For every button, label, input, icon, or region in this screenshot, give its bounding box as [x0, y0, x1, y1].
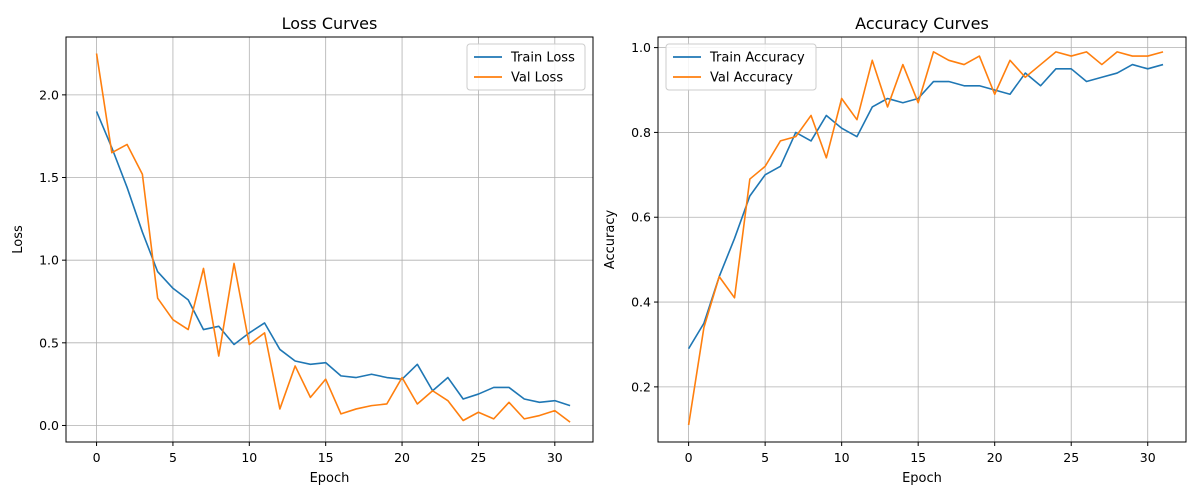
legend-box	[665, 43, 817, 91]
x-tick-label: 20	[394, 450, 410, 465]
x-axis-label: Epoch	[902, 471, 942, 486]
y-tick-label: 0.6	[631, 210, 651, 225]
loss-series-train-loss	[95, 111, 571, 407]
legend-entry-label: Train Accuracy	[709, 51, 805, 66]
y-tick-label: 1.0	[631, 40, 651, 55]
y-tick-label: 1.0	[39, 253, 59, 268]
loss-series-val-loss	[95, 53, 571, 423]
x-tick-label: 5	[761, 450, 769, 465]
x-tick-label: 15	[318, 450, 334, 465]
accuracy-chart-title: Accuracy Curves	[855, 14, 989, 33]
x-tick-label: 15	[910, 450, 926, 465]
y-tick-label: 0.8	[631, 125, 651, 140]
x-tick-label: 0	[685, 450, 693, 465]
legend-entry-label: Val Accuracy	[710, 71, 793, 86]
x-tick-label: 10	[834, 450, 850, 465]
legend-entry-label: Val Loss	[511, 71, 563, 86]
x-tick-label: 10	[241, 450, 257, 465]
y-axis-label: Loss	[11, 225, 26, 254]
y-tick-label: 0.4	[631, 295, 651, 310]
loss-legend: Train Loss Val Loss	[466, 43, 586, 91]
y-tick-label: 1.5	[39, 170, 59, 185]
accuracy-chart: 0 5 10 15 20 25 30 0.2 0.4 0.6 0.8 1.0 Accuracy Curv…	[603, 14, 1187, 486]
x-tick-label: 20	[987, 450, 1003, 465]
legend-entry-label: Train Loss	[510, 51, 575, 66]
x-axis-label: Epoch	[310, 471, 350, 486]
accuracy-series-train-accuracy	[687, 63, 1164, 350]
plot-frame	[657, 36, 1187, 443]
x-tick-label: 25	[1063, 450, 1079, 465]
loss-chart: 0 5 10 15 20 25 30 0.0 0.5 1.0 1.5 2.0 Loss Curves Ep…	[11, 14, 594, 486]
legend-box	[466, 43, 586, 91]
x-tick-label: 0	[93, 450, 101, 465]
y-tick-label: 2.0	[39, 87, 59, 102]
y-tick-label: 0.5	[39, 335, 59, 350]
accuracy-legend: Train Accuracy Val Accuracy	[665, 43, 817, 91]
y-tick-label: 0.0	[39, 418, 59, 433]
y-axis-label: Accuracy	[603, 210, 618, 270]
x-tick-label: 30	[1140, 450, 1156, 465]
x-tick-label: 25	[470, 450, 486, 465]
loss-chart-title: Loss Curves	[282, 14, 378, 33]
x-tick-label: 30	[547, 450, 563, 465]
accuracy-series-val-accuracy	[687, 51, 1164, 426]
plot-frame	[65, 36, 594, 443]
x-tick-label: 5	[169, 450, 177, 465]
y-tick-label: 0.2	[631, 379, 651, 394]
